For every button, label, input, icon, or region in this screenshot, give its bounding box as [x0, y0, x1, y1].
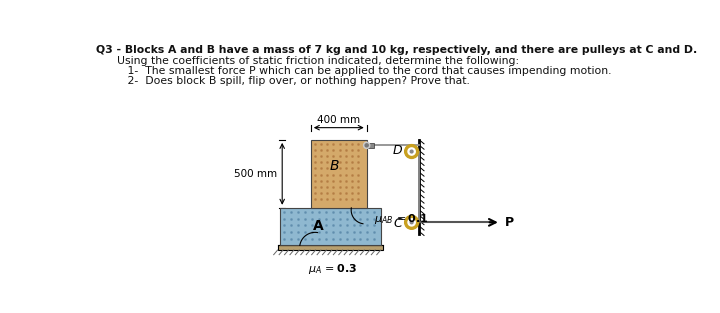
Text: A: A [312, 219, 323, 233]
Bar [366, 143, 374, 148]
Text: Using the coefficients of static friction indicated, determine the following:: Using the coefficients of static frictio… [96, 56, 519, 66]
Bar [311, 140, 366, 208]
Text: 400 mm: 400 mm [318, 115, 360, 125]
Circle shape [364, 142, 370, 148]
Text: $\mu_{AB}$$\,=\mathbf{0.1}$: $\mu_{AB}$$\,=\mathbf{0.1}$ [374, 212, 429, 226]
Text: C: C [394, 217, 402, 230]
Text: D: D [392, 144, 402, 157]
Text: Q3 - Blocks A and B have a mass of 7 kg and 10 kg, respectively, and there are p: Q3 - Blocks A and B have a mass of 7 kg … [96, 45, 698, 55]
Bar [280, 208, 381, 245]
Circle shape [405, 215, 418, 229]
Circle shape [408, 219, 415, 226]
Text: B: B [330, 159, 339, 173]
Bar [277, 245, 383, 250]
Text: 1-  The smallest force P which can be applied to the cord that causes impending : 1- The smallest force P which can be app… [96, 66, 612, 76]
Circle shape [410, 150, 413, 153]
Circle shape [405, 145, 418, 158]
Text: P: P [505, 216, 514, 229]
Circle shape [365, 144, 368, 147]
Text: 500 mm: 500 mm [235, 169, 277, 179]
Text: 2-  Does block B spill, flip over, or nothing happen? Prove that.: 2- Does block B spill, flip over, or not… [96, 76, 470, 86]
Circle shape [410, 221, 413, 224]
Text: $\mu_A$$\,=\mathbf{0.3}$: $\mu_A$$\,=\mathbf{0.3}$ [307, 262, 357, 276]
Circle shape [408, 148, 415, 155]
